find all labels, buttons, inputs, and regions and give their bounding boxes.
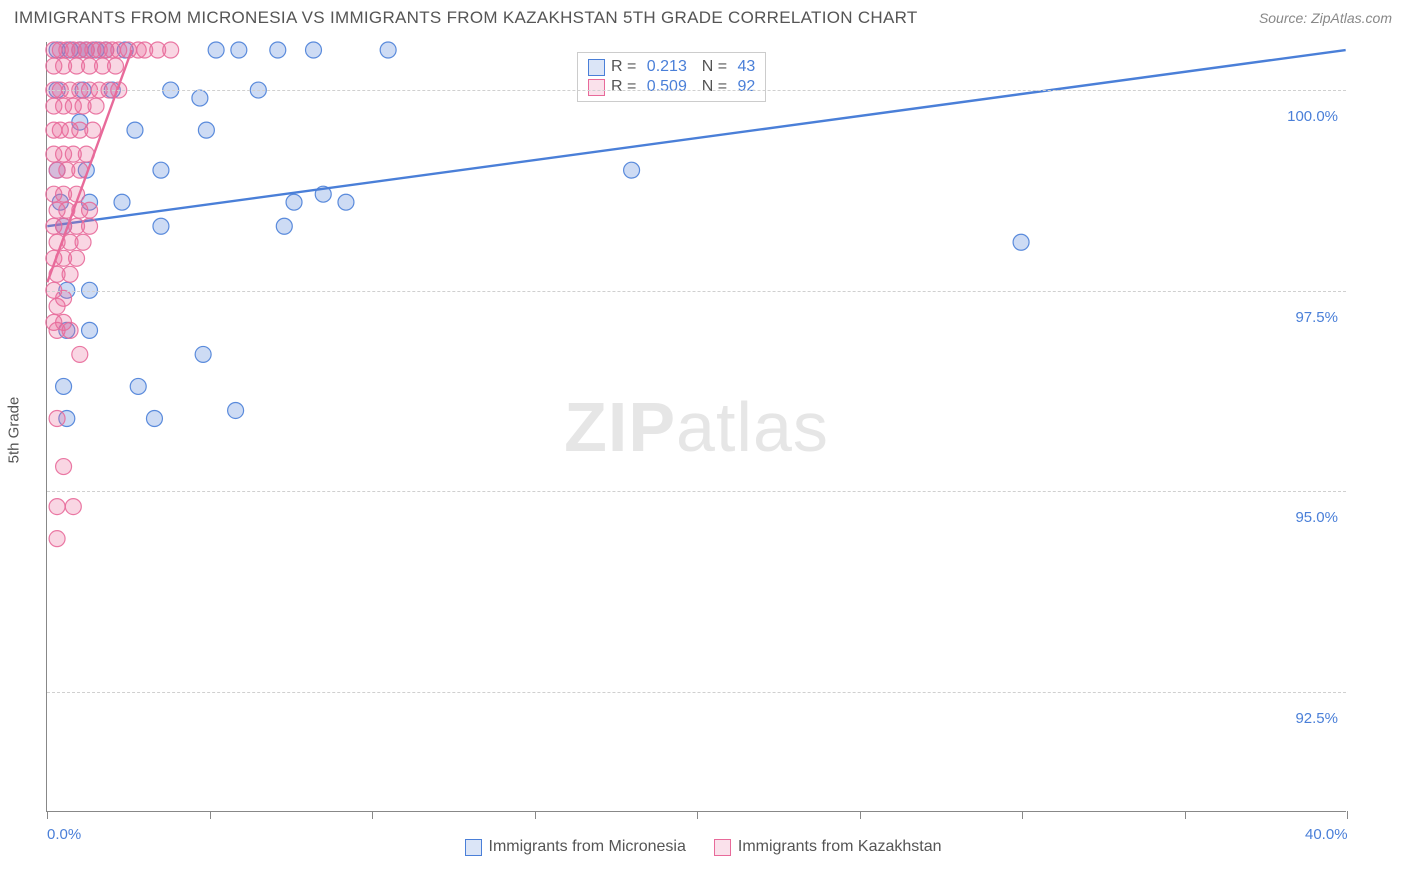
data-point [208, 42, 224, 58]
data-point [163, 42, 179, 58]
data-point [82, 202, 98, 218]
legend-r-label: R = [611, 58, 641, 76]
y-axis-label: 5th Grade [6, 397, 23, 464]
data-point [56, 459, 72, 475]
legend-r-label: R = [611, 78, 641, 96]
data-point [62, 266, 78, 282]
data-point [192, 90, 208, 106]
data-point [65, 499, 81, 515]
legend-r-value: 0.213 [647, 58, 687, 76]
y-tick-label: 100.0% [1287, 108, 1338, 125]
x-tick [1022, 811, 1023, 819]
y-tick-label: 97.5% [1295, 309, 1338, 326]
data-point [338, 194, 354, 210]
data-point [82, 218, 98, 234]
x-tick [1185, 811, 1186, 819]
data-point [306, 42, 322, 58]
data-point [49, 298, 65, 314]
series-legend-label: Immigrants from Kazakhstan [738, 838, 942, 856]
data-point [72, 346, 88, 362]
data-point [198, 122, 214, 138]
data-point [1013, 234, 1029, 250]
gridline [47, 692, 1346, 693]
gridline [47, 491, 1346, 492]
y-tick-label: 92.5% [1295, 710, 1338, 727]
legend-n-value: 43 [733, 58, 755, 76]
chart-title: IMMIGRANTS FROM MICRONESIA VS IMMIGRANTS… [14, 8, 918, 28]
legend-r-value: 0.509 [647, 78, 687, 96]
legend-swatch [714, 839, 731, 856]
x-tick [210, 811, 211, 819]
x-tick [860, 811, 861, 819]
stats-legend-row: R = 0.213 N = 43 [588, 57, 755, 77]
series-legend-item: Immigrants from Micronesia [465, 838, 686, 856]
legend-n-label: N = [693, 58, 727, 76]
data-point [380, 42, 396, 58]
legend-swatch [465, 839, 482, 856]
x-tick [535, 811, 536, 819]
data-point [127, 122, 143, 138]
chart-plot-area: ZIPatlas R = 0.213 N = 43R = 0.509 N = 9… [46, 42, 1346, 812]
gridline [47, 90, 1346, 91]
gridline [47, 291, 1346, 292]
data-point [153, 218, 169, 234]
data-point [146, 410, 162, 426]
data-point [270, 42, 286, 58]
legend-swatch [588, 79, 605, 96]
stats-legend-row: R = 0.509 N = 92 [588, 77, 755, 97]
data-point [56, 378, 72, 394]
data-point [62, 322, 78, 338]
x-tick [697, 811, 698, 819]
legend-n-value: 92 [733, 78, 755, 96]
x-tick [1347, 811, 1348, 819]
data-point [49, 531, 65, 547]
header: IMMIGRANTS FROM MICRONESIA VS IMMIGRANTS… [0, 0, 1406, 34]
x-tick [47, 811, 48, 819]
y-tick-label: 95.0% [1295, 509, 1338, 526]
data-point [130, 378, 146, 394]
x-tick [372, 811, 373, 819]
data-point [195, 346, 211, 362]
data-point [75, 234, 91, 250]
data-point [228, 402, 244, 418]
data-point [231, 42, 247, 58]
series-legend-item: Immigrants from Kazakhstan [714, 838, 942, 856]
data-point [286, 194, 302, 210]
data-point [69, 250, 85, 266]
scatter-plot-svg [47, 42, 1346, 811]
legend-swatch [588, 59, 605, 76]
data-point [114, 194, 130, 210]
data-point [153, 162, 169, 178]
data-point [108, 58, 124, 74]
series-legend: Immigrants from Micronesia Immigrants fro… [0, 838, 1406, 856]
source-label: Source: ZipAtlas.com [1259, 10, 1392, 26]
data-point [276, 218, 292, 234]
data-point [49, 410, 65, 426]
legend-n-label: N = [693, 78, 727, 96]
data-point [82, 322, 98, 338]
stats-legend: R = 0.213 N = 43R = 0.509 N = 92 [577, 52, 766, 102]
data-point [85, 122, 101, 138]
data-point [49, 499, 65, 515]
series-legend-label: Immigrants from Micronesia [489, 838, 686, 856]
data-point [88, 98, 104, 114]
data-point [624, 162, 640, 178]
